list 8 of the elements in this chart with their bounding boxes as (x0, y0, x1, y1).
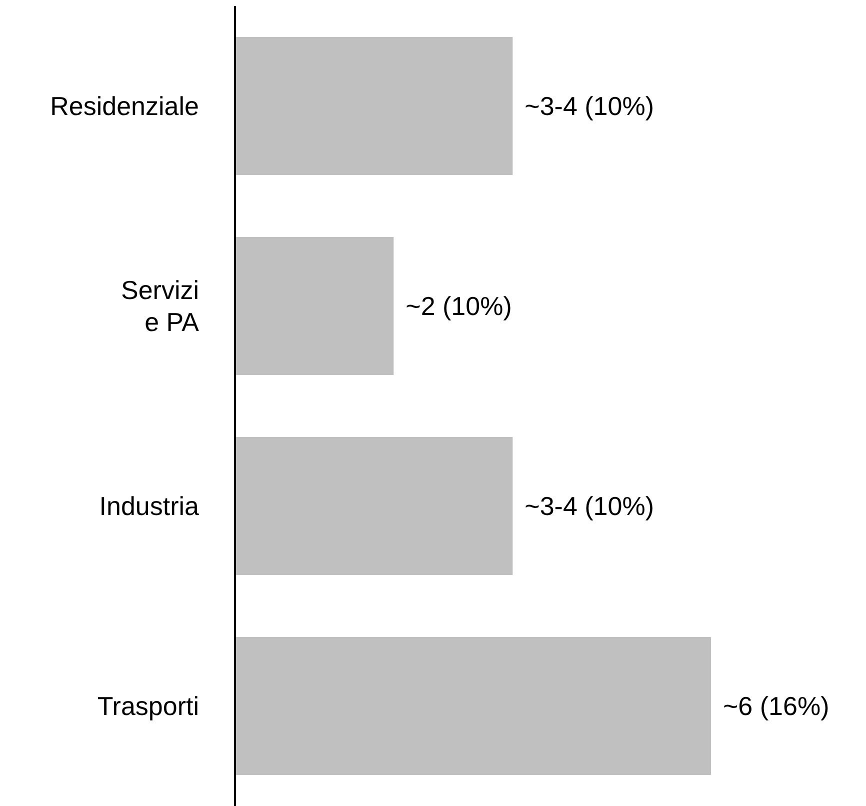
data-label: ~6 (16%) (723, 691, 830, 721)
data-label: ~3-4 (10%) (524, 491, 654, 521)
y-tick-label: Industria (99, 491, 200, 521)
data-label: ~3-4 (10%) (524, 91, 654, 121)
y-tick-label: Servizi e PA (120, 275, 200, 337)
y-tick-label: Residenziale (50, 91, 199, 121)
y-tick-label: Trasporti (97, 691, 199, 721)
data-label: ~2 (10%) (406, 291, 512, 321)
